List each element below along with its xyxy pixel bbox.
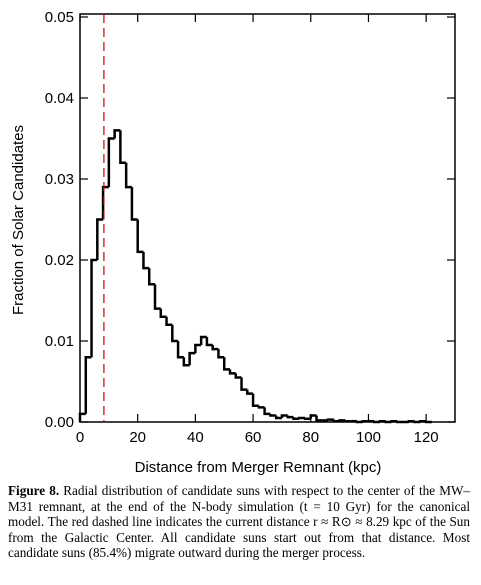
histogram-step [228,369,236,375]
histogram-step [222,357,230,371]
y-tick-label: 0.02 [45,252,74,269]
histogram-step [419,419,427,423]
histogram-step [119,130,127,165]
histogram-step [136,219,144,254]
histogram-step [251,393,259,408]
histogram-step [396,420,404,424]
caption-text: Radial distribution of candidate suns wi… [8,483,471,560]
histogram-step [315,415,323,422]
histogram-step [194,343,202,354]
histogram-step [113,129,121,139]
histogram-step [78,412,86,422]
histogram-step [269,413,277,417]
x-tick-label: 120 [414,429,439,446]
x-axis-label: Distance from Merger Remnant (kpc) [135,459,382,476]
y-axis-label: Fraction of Solar Candidates [10,125,27,315]
histogram-step [142,251,150,270]
histogram-step [407,419,415,423]
histogram-step [211,345,219,351]
y-tick-label: 0.05 [45,9,74,26]
histogram-step [101,185,109,220]
histogram-step [159,308,167,318]
histogram-step [124,162,132,189]
y-tick-label: 0.00 [45,414,74,431]
histogram-step [361,419,369,423]
histogram-step [309,414,317,419]
histogram-step [90,258,98,358]
histogram-step [257,405,265,409]
histogram-step [234,373,242,379]
histogram-step [384,420,392,424]
x-tick-label: 60 [245,429,262,446]
caption: Figure 8. Radial distribution of candida… [8,483,470,561]
x-tick-label: 0 [76,429,84,446]
x-tick-label: 40 [187,429,204,446]
histogram-step [240,377,248,391]
x-tick-label: 80 [302,429,319,446]
histogram-step [424,420,432,424]
histogram-step [176,341,184,359]
histogram-step [165,316,173,327]
histogram-step [182,357,190,367]
histogram-step [378,419,386,423]
histogram-step [280,414,288,418]
x-tick-label: 100 [356,429,381,446]
histogram-step [332,419,340,423]
histogram-step [292,417,300,421]
x-tick-label: 20 [129,429,146,446]
histogram-step [390,419,398,423]
histogram-step [303,417,311,421]
histogram-step [217,349,225,359]
histogram-step [413,420,421,424]
chart: Distance from Merger Remnant (kpc) Fract… [10,9,456,476]
histogram-step [153,284,161,310]
histogram-step [205,336,213,347]
histogram-step [274,415,282,420]
histogram-step [326,418,334,421]
histogram-step [246,389,254,395]
histogram-step [297,416,305,420]
histogram-step [188,351,196,366]
histogram-step [130,187,138,221]
histogram-step [372,420,380,424]
histogram-step [96,218,104,260]
y-tick-label: 0.04 [45,90,74,107]
histogram-step [286,415,294,419]
y-tick-label: 0.01 [45,333,74,350]
plot-frame [79,13,456,423]
y-tick-label: 0.03 [45,171,74,188]
histogram-step [171,324,179,343]
histogram-step [147,268,155,286]
histogram-step [338,419,346,422]
histogram-step [107,137,115,188]
histogram-step [344,419,352,423]
histogram-step [355,420,363,424]
histogram-step [263,407,271,416]
histogram-step [84,355,92,414]
histogram-step [199,335,207,346]
caption-label: Figure 8. [8,483,60,498]
